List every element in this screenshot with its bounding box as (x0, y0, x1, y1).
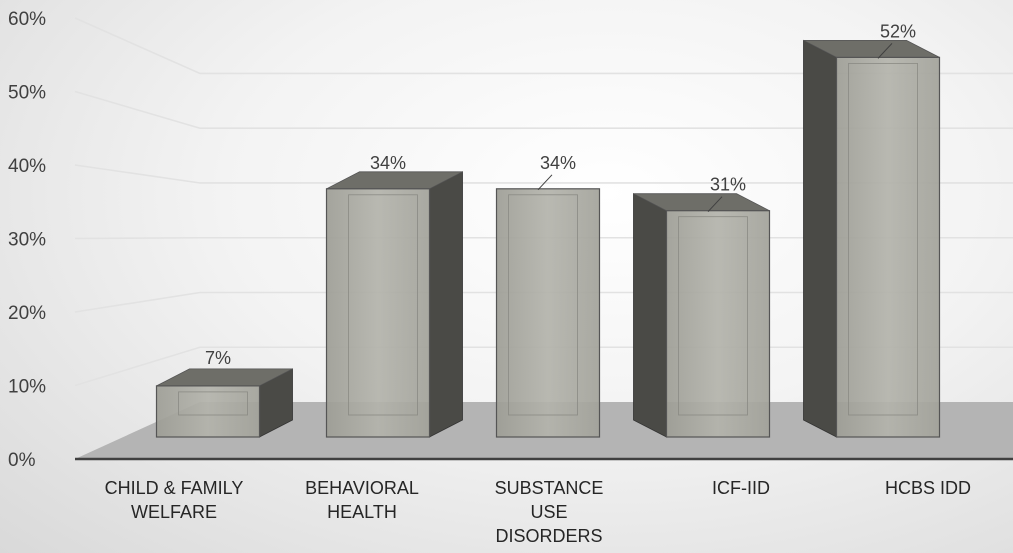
data-label: 52% (880, 21, 916, 41)
bar-side (429, 171, 463, 438)
y-tick-label: 20% (8, 303, 46, 324)
y-tick-label: 0% (8, 450, 36, 471)
bar-front (665, 210, 771, 438)
bar-2 (495, 188, 601, 438)
bar-inner-edge (848, 63, 918, 416)
y-tick-label: 40% (8, 156, 46, 177)
gridline (74, 90, 1013, 130)
bar-1 (325, 171, 463, 438)
data-label: 34% (540, 153, 576, 173)
leader-line (537, 174, 553, 191)
x-tick-label: SUBSTANCE (495, 478, 604, 498)
x-tick-label: CHILD & FAMILY (105, 478, 244, 498)
y-tick-label: 60% (8, 9, 46, 30)
x-tick-label: WELFARE (131, 502, 217, 522)
x-tick-label: HEALTH (327, 502, 397, 522)
bar-front (835, 56, 941, 438)
data-label: 7% (205, 348, 231, 368)
bar-front (155, 385, 261, 438)
bar-3 (633, 193, 771, 438)
bar-front (325, 188, 431, 438)
data-label: 31% (710, 175, 746, 195)
bar-front (495, 188, 601, 438)
y-tick-label: 10% (8, 377, 46, 398)
bar-inner-edge (178, 391, 248, 416)
leader-line (707, 196, 723, 213)
y-tick-label: 50% (8, 83, 46, 104)
data-label: 34% (370, 153, 406, 173)
bar-inner-edge (678, 216, 748, 416)
bar-side (803, 39, 837, 438)
bar-4 (803, 39, 941, 438)
leader-line (877, 43, 893, 59)
x-tick-label: HCBS IDD (885, 478, 971, 498)
gridline (74, 17, 1013, 75)
bar-inner-edge (508, 194, 578, 416)
bar-side (633, 193, 667, 438)
y-tick-label: 30% (8, 230, 46, 251)
x-tick-label: BEHAVIORAL (305, 478, 419, 498)
x-tick-label: USE (530, 502, 567, 522)
bar-inner-edge (348, 194, 418, 416)
x-tick-label: DISORDERS (495, 526, 602, 546)
bar-0 (155, 368, 293, 438)
x-tick-label: ICF-IID (712, 478, 770, 498)
gridline (74, 164, 1013, 184)
